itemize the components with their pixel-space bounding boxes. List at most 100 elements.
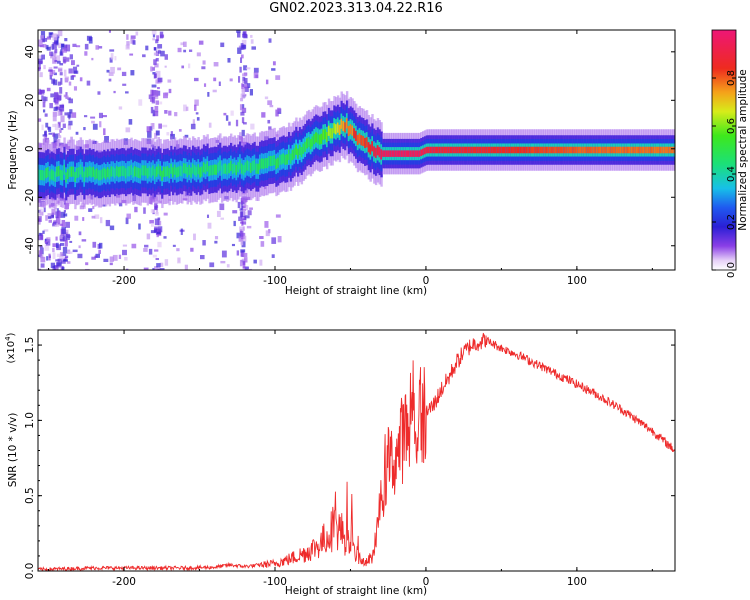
spectrogram-noise-cell bbox=[164, 65, 167, 68]
spectrogram-noise-cell bbox=[84, 43, 89, 50]
spectrogram-noise-cell bbox=[40, 36, 45, 43]
spectrogram-noise-cell bbox=[60, 115, 65, 123]
spectrogram-noise-cell bbox=[239, 208, 243, 211]
colorbar-gradient bbox=[711, 29, 737, 271]
spectrogram-ridge-cell bbox=[329, 128, 333, 139]
spectrogram-ridge-cell bbox=[231, 164, 235, 175]
spectrogram-noise-cell bbox=[206, 214, 210, 218]
spectrogram-noise-cell bbox=[223, 112, 227, 116]
spectrogram-noise-cell bbox=[38, 232, 42, 236]
spectrogram-ridge-cell bbox=[458, 146, 461, 154]
spectrogram-noise-cell bbox=[46, 256, 49, 261]
spectrogram-noise-cell bbox=[227, 57, 231, 63]
spectrogram-ridge-cell bbox=[108, 169, 112, 180]
spectrogram-ridge-cell bbox=[128, 166, 131, 177]
spectrogram-ridge-cell bbox=[175, 167, 179, 178]
spectrogram-noise-cell bbox=[241, 250, 245, 258]
spectrogram-ridge-cell bbox=[144, 165, 148, 176]
spectrogram-noise-cell bbox=[39, 72, 43, 78]
spectrogram-ridge-cell bbox=[546, 146, 550, 154]
spectrogram-ridge-cell bbox=[614, 146, 617, 154]
spectrogram-ridge-cell bbox=[479, 146, 483, 154]
spectrogram-ridge-cell bbox=[101, 169, 104, 180]
spectrogram-ridge-cell bbox=[56, 166, 59, 177]
spectrogram-ridge-cell bbox=[545, 146, 548, 154]
spectrogram-ridge-cell bbox=[333, 123, 336, 134]
spectrogram-noise-cell bbox=[241, 107, 247, 113]
spectrogram-ridge-cell bbox=[298, 144, 302, 156]
spectrogram-ridge-cell bbox=[153, 168, 157, 180]
spectrogram-noise-cell bbox=[156, 35, 160, 42]
spectrogram-noise-cell bbox=[152, 109, 155, 117]
spectrogram-ridge-cell bbox=[313, 133, 316, 145]
spectrogram-noise-cell bbox=[163, 212, 168, 216]
spectrogram-noise-cell bbox=[126, 41, 130, 46]
spectrogram-noise-cell bbox=[220, 217, 225, 220]
spectrogram-ridge-cell bbox=[536, 146, 539, 154]
spectrogram-noise-cell bbox=[242, 76, 246, 83]
spectrogram-ridge-cell bbox=[492, 146, 496, 154]
spectrogram-noise-cell bbox=[138, 223, 141, 230]
spectrogram-noise-cell bbox=[75, 131, 79, 135]
spectrogram-noise-cell bbox=[102, 204, 106, 207]
spectrogram-ridge-cell bbox=[572, 146, 575, 154]
spectrogram-noise-cell bbox=[40, 31, 46, 38]
spectrogram-x-tick-label: -100 bbox=[263, 275, 287, 287]
spectrogram-ridge-cell bbox=[666, 146, 669, 154]
spectrogram-noise-cell bbox=[242, 73, 247, 77]
spectrogram-noise-cell bbox=[246, 83, 251, 88]
spectrogram-noise-cell bbox=[57, 133, 60, 136]
spectrogram-ridge-cell bbox=[481, 146, 485, 154]
spectrogram-noise-cell bbox=[61, 219, 66, 227]
spectrogram-noise-cell bbox=[241, 129, 245, 137]
spectrogram-ridge-cell bbox=[514, 146, 517, 154]
spectrogram-noise-cell bbox=[236, 30, 241, 33]
spectrogram-ridge-cell bbox=[307, 137, 311, 148]
spectrogram-noise-cell bbox=[156, 90, 161, 96]
spectrogram-noise-cell bbox=[84, 51, 88, 56]
spectrogram-ridge-cell bbox=[653, 146, 657, 154]
spectrogram-ridge-cell bbox=[450, 146, 454, 154]
spectrogram-noise-cell bbox=[193, 77, 199, 82]
spectrogram-noise-cell bbox=[131, 243, 137, 249]
spectrogram-ridge-cell bbox=[220, 165, 224, 176]
spectrogram-noise-cell bbox=[155, 100, 160, 105]
spectrogram-noise-cell bbox=[208, 122, 212, 128]
spectrogram-noise-cell bbox=[95, 45, 100, 50]
spectrogram-ridge-cell bbox=[340, 118, 343, 129]
spectrogram-noise-cell bbox=[253, 67, 259, 73]
spectrogram-ridge-cell bbox=[373, 146, 376, 157]
snr-x-tick-label: 0 bbox=[423, 576, 430, 588]
spectrogram-ridge-cell bbox=[604, 146, 608, 154]
spectrogram-ridge-cell bbox=[54, 171, 57, 182]
spectrogram-noise-cell bbox=[232, 210, 238, 214]
spectrogram-noise-cell bbox=[40, 256, 46, 263]
spectrogram-noise-cell bbox=[62, 259, 68, 262]
spectrogram-ridge-cell bbox=[400, 150, 403, 157]
spectrogram-ridge-cell bbox=[206, 161, 209, 172]
spectrogram-noise-cell bbox=[159, 268, 165, 270]
spectrogram-ridge-cell bbox=[106, 167, 110, 178]
spectrogram-noise-cell bbox=[50, 262, 55, 269]
spectrogram-noise-cell bbox=[244, 215, 250, 219]
spectrogram-noise-cell bbox=[61, 227, 66, 234]
spectrogram-noise-cell bbox=[71, 112, 77, 118]
spectrogram-ridge-cell bbox=[487, 146, 490, 154]
spectrogram-ridge-cell bbox=[66, 168, 70, 179]
spectrogram-noise-cell bbox=[167, 79, 172, 83]
spectrogram-ridge-cell bbox=[90, 167, 93, 178]
spectrogram-ridge-cell bbox=[248, 161, 251, 172]
spectrogram-ridge-cell bbox=[179, 165, 182, 176]
spectrogram-noise-cell bbox=[71, 74, 76, 78]
spectrogram-ridge-cell bbox=[474, 146, 477, 154]
spectrogram-noise-cell bbox=[58, 128, 62, 132]
spectrogram-noise-cell bbox=[48, 216, 51, 219]
spectrogram-noise-cell bbox=[41, 95, 44, 102]
spectrogram-noise-cell bbox=[73, 86, 78, 91]
spectrogram-ridge-cell bbox=[266, 157, 269, 169]
spectrogram-ridge-cell bbox=[244, 162, 247, 173]
spectrogram-noise-cell bbox=[125, 268, 129, 270]
spectrogram-ridge-cell bbox=[530, 146, 534, 154]
spectrogram-noise-cell bbox=[235, 119, 239, 127]
spectrogram-noise-cell bbox=[242, 262, 246, 269]
